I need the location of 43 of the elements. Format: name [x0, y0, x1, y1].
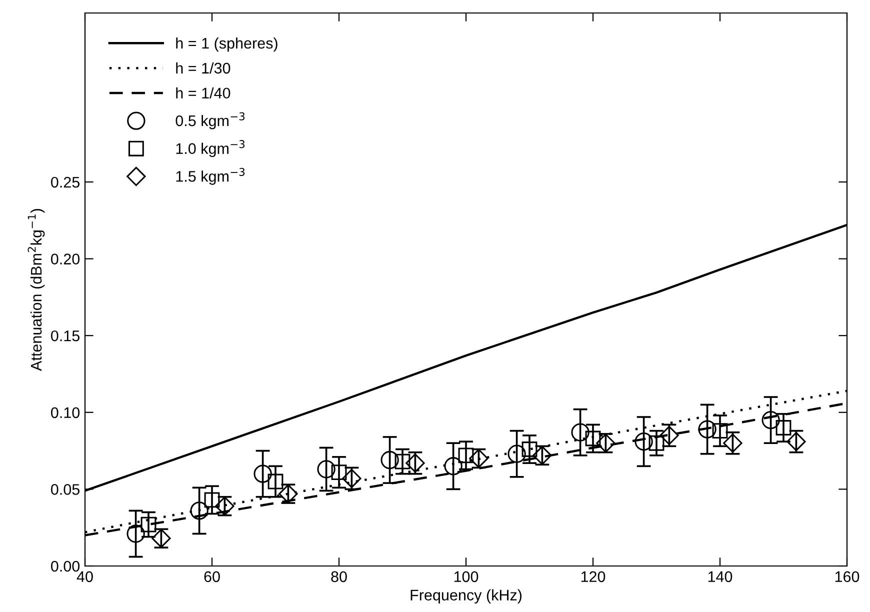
point [317, 460, 336, 478]
legend-label: 1.5 kgm$^{−3}$ [176, 168, 245, 185]
x-tick-label: 160 [835, 571, 860, 582]
point [648, 435, 664, 451]
point [444, 457, 462, 476]
point [762, 410, 780, 430]
x-tick-label: 60 [204, 571, 220, 582]
point [571, 423, 590, 442]
point [522, 442, 538, 457]
point [380, 450, 399, 470]
point [140, 516, 156, 532]
point [634, 432, 653, 451]
x-axis-title: Frequency (kHz) [410, 589, 522, 604]
point [204, 492, 220, 508]
point [776, 420, 792, 436]
y-tick-label: 0.20 [51, 254, 80, 264]
point [190, 502, 208, 520]
y-axis-title: Attenuation (dBm$^{2}$kg$^{−1}$) [28, 208, 45, 371]
x-tick-label: 140 [708, 571, 732, 582]
point [508, 444, 526, 463]
y-tick-label: 0.15 [51, 330, 80, 342]
point [254, 464, 272, 483]
point [712, 423, 728, 439]
legend-label: h = 1 (spheres) [176, 37, 278, 52]
y-tick-label: 0.25 [51, 176, 80, 188]
point [126, 524, 145, 543]
legend-label: 0.5 kgm$^{−3}$ [176, 112, 245, 130]
point [331, 464, 347, 480]
legend-label: h = 1/40 [176, 87, 230, 99]
legend-label: 1.0 kgm$^{−3}$ [176, 140, 245, 158]
x-tick-label: 80 [331, 571, 347, 582]
point [394, 454, 410, 470]
point [698, 420, 716, 438]
x-tick-label: 100 [454, 571, 478, 582]
y-tick-label: 0.10 [51, 407, 80, 418]
x-tick-label: 120 [581, 571, 606, 582]
point [458, 448, 474, 464]
x-tick-label: 40 [76, 571, 93, 582]
y-tick-label: 0.00 [51, 560, 80, 572]
point [268, 474, 284, 490]
point [585, 430, 601, 446]
y-tick-label: 0.05 [51, 484, 80, 495]
legend-label: h = 1/30 [176, 62, 230, 74]
